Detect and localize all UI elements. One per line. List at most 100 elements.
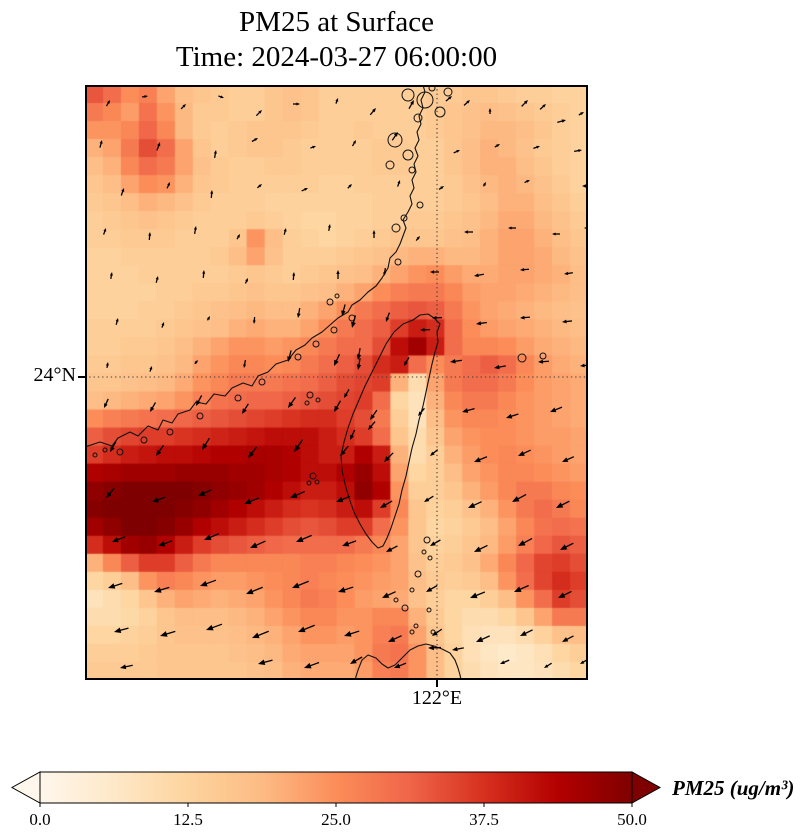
wind-arrow — [344, 389, 350, 398]
wind-arrow — [556, 500, 570, 508]
wind-arrow — [476, 635, 490, 642]
wind-arrow — [488, 108, 492, 114]
wind-arrow — [538, 359, 550, 364]
wind-arrow — [382, 591, 396, 598]
wind-arrow — [415, 236, 420, 242]
wind-arrow — [524, 180, 530, 184]
plot-area — [85, 85, 588, 680]
wind-arrow — [258, 659, 273, 665]
wind-arrow — [154, 586, 170, 593]
wind-arrow — [115, 318, 119, 325]
wind-arrow — [494, 364, 506, 370]
wind-arrow — [202, 270, 206, 279]
wind-arrow — [539, 104, 546, 110]
wind-arrow — [384, 452, 394, 462]
wind-arrow — [156, 142, 161, 151]
wind-arrow — [294, 439, 304, 452]
wind-arrow — [334, 400, 342, 412]
wind-arrow — [242, 403, 249, 414]
wind-arrow — [432, 315, 443, 320]
wind-arrow — [474, 273, 484, 278]
wind-arrow — [482, 182, 486, 187]
wind-arrow — [533, 145, 540, 150]
wind-arrow — [246, 586, 263, 595]
island-outline — [416, 91, 434, 109]
island-outline — [315, 397, 321, 403]
wind-arrow — [288, 396, 296, 408]
island-outline — [326, 298, 334, 306]
wind-arrow — [327, 224, 331, 232]
wind-arrow — [160, 630, 176, 637]
wind-arrow — [180, 104, 186, 110]
wind-arrow — [109, 272, 113, 280]
island-outline — [408, 166, 416, 174]
wind-arrow — [296, 534, 312, 542]
island-outline — [423, 536, 431, 544]
wind-arrow — [518, 449, 531, 456]
wind-arrow — [158, 540, 173, 547]
wind-arrow — [161, 322, 165, 328]
wind-arrow — [474, 456, 488, 463]
island-outline — [312, 340, 320, 348]
island-outline — [400, 214, 408, 222]
wind-arrow — [105, 100, 110, 107]
wind-arrow — [562, 456, 575, 462]
island-outline — [428, 85, 436, 92]
island-outline — [401, 604, 409, 612]
wind-arrow — [293, 102, 300, 106]
wind-arrow — [380, 500, 393, 508]
wind-arrow — [304, 661, 320, 669]
wind-arrow — [476, 321, 487, 326]
wind-arrow — [474, 544, 488, 552]
wind-arrow — [155, 276, 159, 283]
island-outline — [426, 607, 432, 613]
wind-arrow — [350, 656, 363, 664]
island-outline — [539, 352, 547, 360]
island-outline — [330, 326, 338, 334]
wind-arrow — [453, 150, 460, 154]
island-outline — [427, 555, 433, 561]
wind-arrow — [206, 623, 223, 631]
wind-arrow — [420, 327, 431, 332]
wind-arrow — [344, 630, 360, 637]
wind-arrow — [574, 149, 582, 153]
island-outline — [385, 160, 395, 170]
wind-arrow — [430, 449, 439, 456]
title-block: PM25 at Surface Time: 2024-03-27 06:00:0… — [85, 5, 588, 75]
wind-arrow — [120, 664, 133, 670]
wind-arrow — [338, 586, 354, 593]
island-outline — [309, 472, 317, 480]
wind-arrow — [296, 308, 301, 318]
wind-arrow — [236, 234, 240, 240]
coastline-taiwan-island — [340, 313, 441, 549]
island-outline — [304, 400, 310, 406]
island-outline — [92, 452, 98, 458]
colorbar-ticks: 0.0 12.5 25.0 37.5 50.0 — [29, 803, 647, 829]
wind-arrow — [120, 188, 125, 196]
wind-arrow — [102, 228, 107, 235]
wind-arrow — [336, 495, 351, 503]
island-outline — [443, 87, 453, 97]
wind-arrow — [426, 584, 438, 592]
island-outline — [196, 412, 204, 420]
island-outline — [306, 480, 312, 486]
wind-arrow — [518, 537, 533, 546]
wind-arrow — [424, 495, 434, 502]
wind-arrow — [292, 580, 309, 589]
island-outline — [409, 587, 415, 593]
wind-arrow — [514, 584, 529, 592]
wind-arrow — [298, 624, 315, 633]
wind-arrow — [558, 590, 572, 598]
island-outline — [116, 448, 124, 456]
wind-arrow — [383, 268, 387, 276]
wind-arrow — [213, 150, 217, 158]
colorbar-tick-label: 12.5 — [173, 810, 203, 829]
wind-arrow — [564, 271, 574, 276]
colorbar-tick-label: 25.0 — [321, 810, 351, 829]
colorbar-label: PM25 (ug/m³) — [671, 776, 794, 800]
island-outline — [234, 394, 242, 402]
chart-subtitle: Time: 2024-03-27 06:00:00 — [175, 41, 498, 73]
colorbar-tick-label: 0.0 — [29, 810, 50, 829]
wind-arrow — [369, 108, 376, 116]
